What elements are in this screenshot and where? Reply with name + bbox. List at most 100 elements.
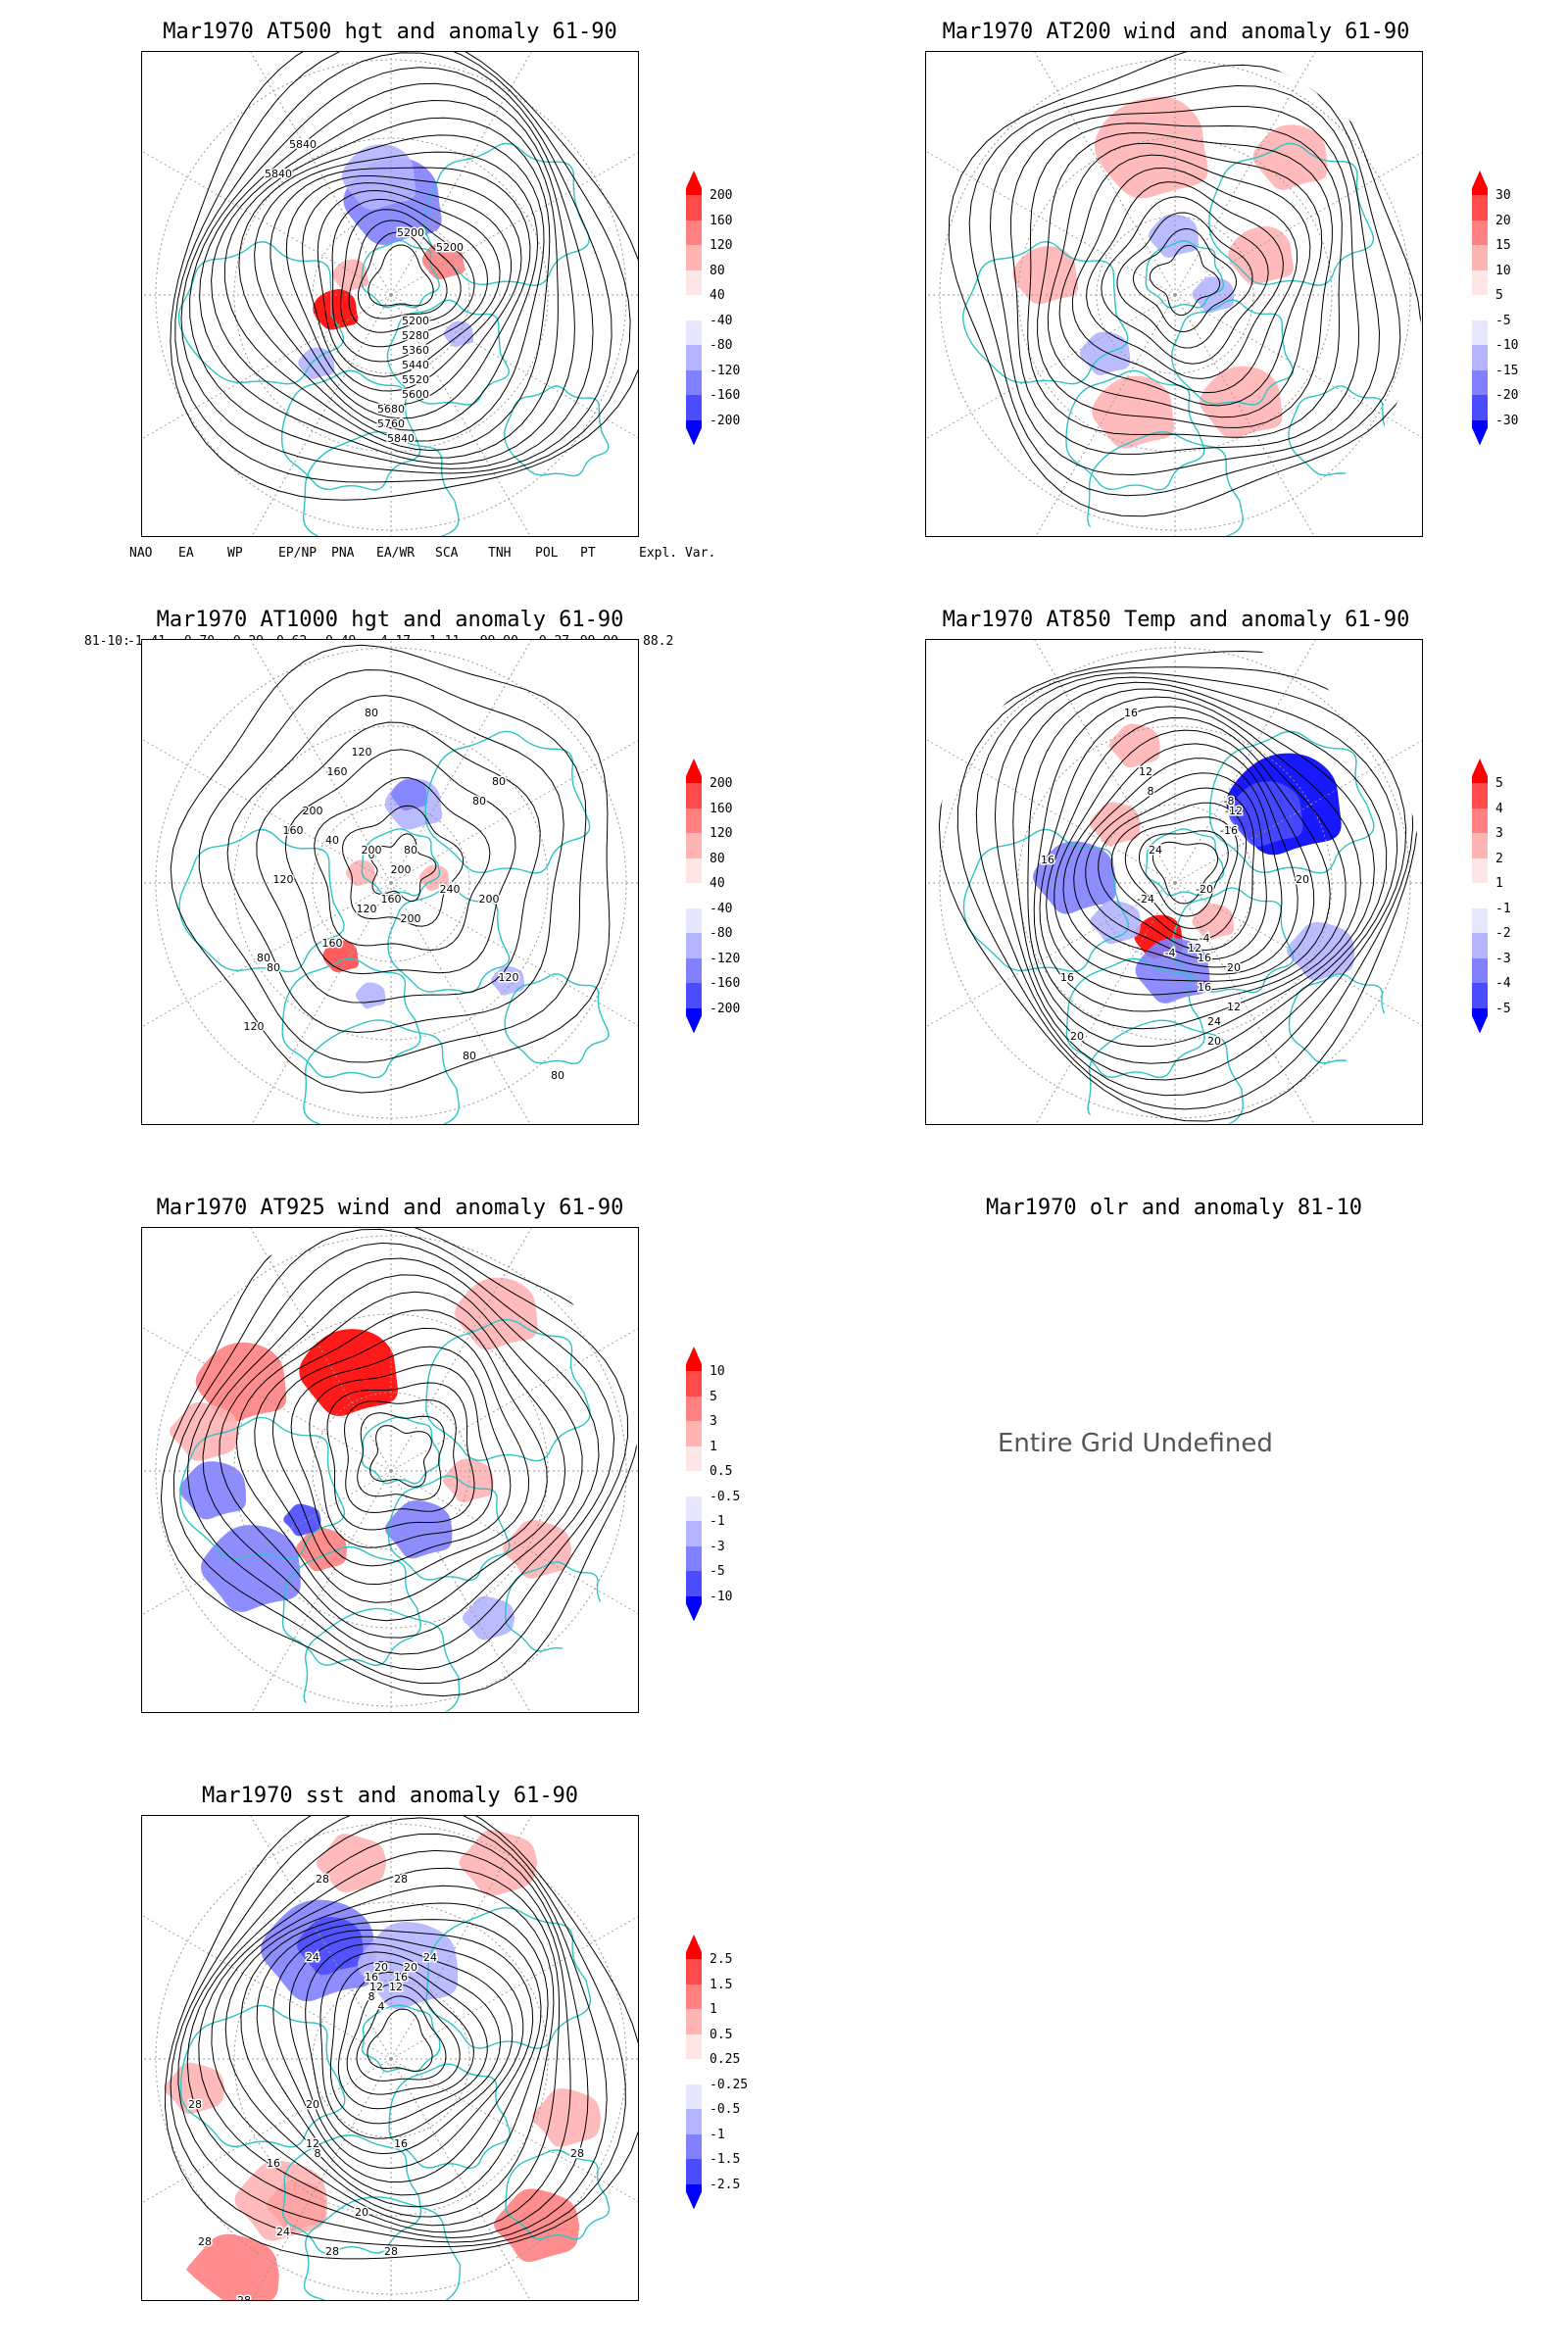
graticule (926, 52, 1422, 536)
panel-title-at1000: Mar1970 AT1000 hgt and anomaly 61-90 (156, 608, 624, 632)
contour-label: 28 (384, 2245, 398, 2258)
contour-label: 24 (423, 1951, 437, 1964)
colorbar-tick-label: 0.5 (710, 1464, 733, 1480)
contour-label: 80 (472, 795, 486, 808)
contour-line (1037, 132, 1333, 428)
contour-line (198, 669, 587, 1063)
contour-line (1027, 688, 1375, 1047)
contour-label: 80 (404, 844, 417, 857)
colorbar-swatch (1472, 1008, 1488, 1034)
contour-line (994, 676, 1398, 1081)
anomaly-region (384, 1500, 453, 1559)
contour-line (317, 189, 501, 377)
colorbar-swatch (686, 2083, 702, 2110)
coastlines (178, 730, 610, 1124)
anomaly-region (317, 1834, 387, 1892)
contour-line (271, 1327, 530, 1586)
contour-line (1110, 802, 1248, 941)
colorbar-tick-label: 40 (710, 288, 725, 304)
contour-label: 28 (316, 1873, 329, 1886)
teleconnection-header: EA/WR (376, 546, 416, 561)
anomaly-region (170, 1402, 239, 1461)
anomaly-region (1252, 124, 1328, 190)
meridian-line (1035, 882, 1176, 1124)
contour-line (1047, 142, 1323, 418)
colorbar-swatch (1472, 295, 1488, 321)
coastline (1171, 299, 1295, 406)
contour-label: 16 (365, 1971, 378, 1984)
contour-label: 20 (1070, 1030, 1084, 1043)
anomaly-region (1012, 246, 1079, 305)
colorbar-swatch (1472, 858, 1488, 884)
teleconnection-header-row: NAO EA WP EP/NP PNA EA/WR SCA TNH POL PT Expl. Var… (84, 546, 751, 598)
anomaly-region (1228, 781, 1303, 847)
meridian-line (926, 738, 1176, 884)
contour-line (1039, 706, 1347, 1012)
contour-label: 160 (381, 893, 402, 906)
colorbar-swatch (1472, 808, 1488, 834)
colorbar-tick-label: 1 (710, 1439, 717, 1454)
colorbar-tick-label: 3 (1495, 826, 1503, 842)
colorbar-swatch (686, 1371, 702, 1397)
coastline (387, 887, 511, 994)
meridian-line (390, 1470, 638, 1615)
contour-line (1138, 830, 1229, 917)
contour-label: -4 (1165, 947, 1176, 959)
panel-title-olr: Mar1970 olr and anomaly 81-10 (985, 1196, 1363, 1220)
colorbar-tick-label: -2.5 (710, 2177, 741, 2192)
colorbar-swatch (686, 1471, 702, 1497)
contour-line (326, 1382, 475, 1531)
colorbar-swatch (1472, 983, 1488, 1009)
coastline (505, 2149, 611, 2240)
teleconnection-header: NAO (129, 546, 153, 561)
colorbar-swatch (686, 2109, 702, 2135)
anomaly-region (201, 1525, 301, 1612)
contour-label: 160 (327, 765, 348, 778)
meridian-line (142, 2058, 392, 2204)
colorbar-tick-label: 0.5 (710, 2027, 733, 2042)
anomaly-region (1149, 214, 1199, 258)
contour-label: 28 (394, 1873, 408, 1886)
contour-label: 24 (1207, 1015, 1221, 1028)
contour-label: 200 (401, 912, 421, 925)
contour-label: 16 (1124, 707, 1138, 719)
teleconnection-value: 88.2 (643, 634, 674, 649)
coastline (504, 385, 610, 477)
contour-label: 12 (389, 1981, 403, 1993)
meridian-line (390, 294, 638, 439)
coastline (178, 828, 345, 973)
colorbar-tick-label: -120 (710, 363, 741, 378)
coastline (1065, 369, 1205, 491)
meridian-line (1174, 739, 1422, 884)
coastline (361, 240, 440, 309)
colorbar-tick-label: 30 (1495, 188, 1511, 204)
meridian-line (142, 150, 392, 296)
contour-label: 120 (244, 1020, 265, 1033)
contour-label: 28 (570, 2147, 584, 2160)
colorbar-swatch (686, 1935, 702, 1960)
graticule (142, 52, 638, 536)
contour-label: 5200 (397, 226, 424, 239)
meridian-line (1034, 52, 1176, 296)
teleconnection-header: WP (227, 546, 243, 561)
contour-label: 80 (463, 1050, 476, 1062)
contour-label: 12 (1139, 765, 1152, 778)
colorbar-swatch (686, 933, 702, 959)
colorbar-tick-label: -0.25 (710, 2077, 749, 2092)
contour-line (226, 695, 564, 1034)
colorbar-tick-label: -80 (710, 338, 733, 354)
meridian-line (251, 1470, 392, 1712)
colorbar-at925: 10 5 3 1 0.5 -0.5 -1 -3 -5 -10 (686, 1347, 774, 1621)
teleconnection-header: SCA (435, 546, 459, 561)
contour-label: 80 (365, 707, 378, 719)
contour-label: 8 (1148, 785, 1154, 798)
colorbar-swatch (1472, 395, 1488, 421)
meridian-line (390, 882, 531, 1124)
colorbar-swatch (686, 1396, 702, 1422)
colorbar-tick-label: -1 (1495, 901, 1511, 916)
colorbar-swatch (686, 1495, 702, 1522)
contour-label: 20 (1296, 873, 1309, 886)
coastline (1145, 828, 1225, 897)
colorbar-swatch (686, 1571, 702, 1597)
contour-label: 160 (322, 937, 343, 950)
